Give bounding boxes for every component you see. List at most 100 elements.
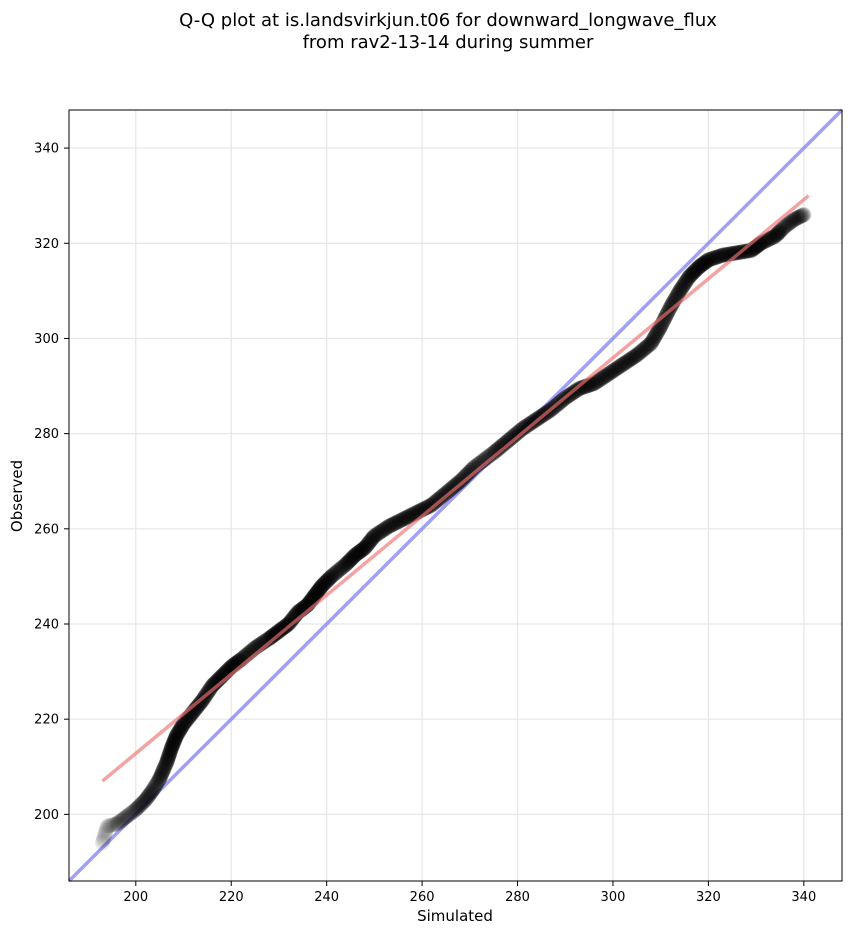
- x-tick-label: 220: [219, 890, 244, 905]
- quantile-point: [363, 532, 379, 548]
- quantile-point: [615, 357, 631, 373]
- x-tick-label: 200: [123, 890, 148, 905]
- quantile-point: [627, 348, 643, 364]
- quantile-point: [264, 628, 280, 644]
- quantile-point: [169, 726, 185, 742]
- quantile-point: [358, 538, 374, 554]
- quantile-point: [364, 531, 380, 547]
- quantile-point: [687, 263, 703, 279]
- quantile-point: [357, 540, 373, 556]
- quantile-point: [309, 584, 325, 600]
- quantile-point: [168, 729, 184, 745]
- quantile-point: [263, 629, 279, 645]
- quantile-point: [795, 207, 811, 223]
- quantile-point: [640, 338, 656, 354]
- quantile-point: [765, 229, 781, 245]
- quantile-point: [711, 248, 727, 264]
- quantile-point: [338, 557, 354, 573]
- quantile-point: [698, 254, 714, 270]
- chart-title-line-2: from rav2-13-14 during summer: [303, 32, 594, 53]
- quantile-point: [165, 737, 181, 753]
- quantile-point: [616, 355, 632, 371]
- quantile-point: [636, 341, 652, 357]
- quantile-point: [270, 624, 286, 640]
- quantile-point: [675, 277, 691, 293]
- quantile-point: [162, 745, 178, 761]
- quantile-point: [105, 817, 121, 833]
- x-tick-label: 300: [601, 890, 626, 905]
- quantile-point: [278, 618, 294, 634]
- quantile-point: [152, 771, 168, 787]
- y-tick-label: 340: [34, 142, 59, 157]
- quantile-point: [647, 329, 663, 345]
- quantile-point: [282, 615, 298, 631]
- quantile-point: [697, 255, 713, 271]
- quantile-point: [483, 446, 499, 462]
- quantile-point: [117, 810, 133, 826]
- quantile-point: [377, 521, 393, 537]
- quantile-point: [443, 481, 459, 497]
- quantile-point: [456, 470, 472, 486]
- quantile-point: [459, 466, 475, 482]
- quantile-point: [334, 559, 350, 575]
- quantile-point: [762, 231, 778, 247]
- quantile-point: [458, 468, 474, 484]
- quantile-point: [306, 589, 322, 605]
- quantile-point: [119, 808, 135, 824]
- quantile-point: [351, 544, 367, 560]
- quantile-point: [518, 418, 534, 434]
- quantile-point: [161, 747, 177, 763]
- quantile-point: [143, 785, 159, 801]
- quantile-point: [602, 365, 618, 381]
- quantile-point: [586, 376, 602, 392]
- quantile-point: [699, 253, 715, 269]
- x-axis-ticks: 200 220 240 260 280 300 320 340: [123, 881, 816, 905]
- quantile-point: [495, 437, 511, 453]
- y-axis-label: Observed: [8, 460, 26, 532]
- quantile-point: [778, 218, 794, 234]
- quantile-point: [171, 723, 187, 739]
- quantile-point: [671, 285, 687, 301]
- quantile-point: [159, 754, 175, 770]
- quantile-point: [638, 340, 654, 356]
- quantile-point: [613, 358, 629, 374]
- quantile-point: [99, 818, 115, 834]
- quantile-point: [311, 581, 327, 597]
- quantile-point: [693, 257, 709, 273]
- quantile-point: [425, 496, 441, 512]
- quantile-point: [123, 805, 139, 821]
- quantile-point: [420, 499, 436, 515]
- quantile-point: [424, 497, 440, 513]
- quantile-point: [384, 517, 400, 533]
- quantile-point: [685, 265, 701, 281]
- quantile-point: [393, 512, 409, 528]
- quantile-point: [190, 698, 206, 714]
- quantile-point: [164, 738, 180, 754]
- quantile-point: [175, 717, 191, 733]
- quantile-point: [345, 549, 361, 565]
- quantile-point: [139, 790, 155, 806]
- quantile-point: [386, 516, 402, 532]
- quantile-point: [370, 526, 386, 542]
- x-tick-label: 280: [505, 890, 530, 905]
- quantile-point: [684, 266, 700, 282]
- quantile-point: [176, 716, 192, 732]
- quantile-point: [265, 628, 281, 644]
- quantile-point: [678, 274, 694, 290]
- quantile-point: [634, 343, 650, 359]
- quantile-point: [104, 817, 120, 833]
- quantile-point: [589, 373, 605, 389]
- reference-lines: [67, 108, 844, 883]
- quantile-point: [702, 251, 718, 267]
- quantile-point: [121, 807, 137, 823]
- quantile-point: [663, 297, 679, 313]
- quantile-point: [787, 211, 803, 227]
- x-tick-label: 320: [696, 890, 721, 905]
- quantile-point: [700, 252, 716, 268]
- quantile-point: [102, 818, 118, 834]
- quantile-point: [341, 553, 357, 569]
- quantile-point: [98, 822, 114, 838]
- quantile-point: [388, 515, 404, 531]
- quantile-point: [283, 613, 299, 629]
- quantile-point: [513, 422, 529, 438]
